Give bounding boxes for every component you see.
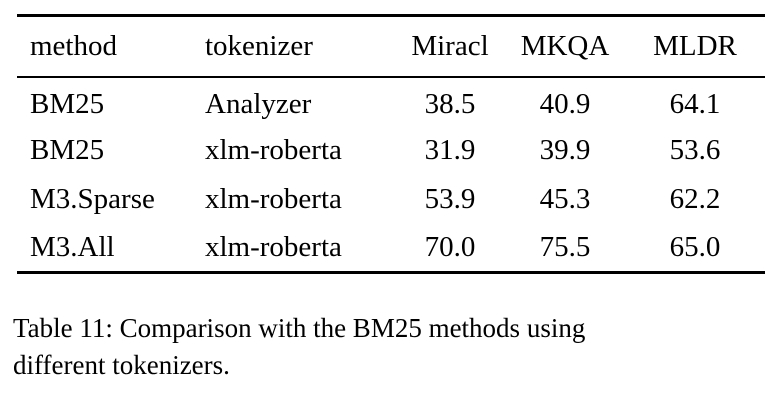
table-cell: M3.Sparse	[30, 182, 155, 215]
results-table-container: method tokenizer Miracl MKQA MLDR BM25 Analyz…	[17, 14, 765, 274]
table-cell: 45.3	[539, 182, 591, 215]
table-cell: 62.2	[669, 182, 721, 215]
table-cell: 70.0	[424, 230, 476, 263]
table-cell: 64.1	[669, 88, 721, 120]
column-header-miracl: Miracl	[411, 29, 489, 62]
column-header-mldr: MLDR	[653, 29, 737, 62]
table-cell: 53.9	[424, 182, 476, 215]
table-row: M3.All xlm-roberta 70.0 75.5 65.0	[17, 224, 765, 273]
header-row: method tokenizer Miracl MKQA MLDR	[17, 16, 765, 77]
table-cell: BM25	[30, 133, 105, 166]
table-cell: 40.9	[539, 88, 591, 120]
table-caption: Table 11: Comparison with the BM25 metho…	[13, 310, 758, 384]
column-header-mkqa: MKQA	[520, 29, 610, 62]
table-header: method tokenizer Miracl MKQA MLDR	[17, 16, 765, 77]
caption-line-2: different tokenizers.	[13, 350, 230, 380]
comparison-table: method tokenizer Miracl MKQA MLDR BM25 Analyz…	[17, 14, 765, 274]
column-header-tokenizer: tokenizer	[205, 29, 313, 62]
table-cell: xlm-roberta	[205, 230, 342, 263]
table-cell: 31.9	[424, 133, 476, 166]
table-cell: 53.6	[669, 133, 721, 166]
table-cell: 39.9	[539, 133, 591, 166]
column-header-method: method	[30, 29, 117, 62]
table-cell: 38.5	[424, 88, 476, 120]
table-cell: M3.All	[30, 230, 115, 263]
table-row: M3.Sparse xlm-roberta 53.9 45.3 62.2	[17, 175, 765, 224]
table-row: BM25 Analyzer 38.5 40.9 64.1	[17, 77, 765, 126]
table-cell: 75.5	[539, 230, 591, 263]
table-cell: 65.0	[669, 230, 721, 263]
table-body: BM25 Analyzer 38.5 40.9 64.1 BM25 xlm-roberta 3…	[17, 77, 765, 273]
table-cell: BM25	[30, 88, 105, 120]
caption-line-1: Table 11: Comparison with the BM25 metho…	[13, 313, 586, 343]
table-cell: Analyzer	[205, 88, 312, 120]
table-cell: xlm-roberta	[205, 182, 342, 215]
table-cell: xlm-roberta	[205, 133, 342, 166]
table-row: BM25 xlm-roberta 31.9 39.9 53.6	[17, 126, 765, 175]
